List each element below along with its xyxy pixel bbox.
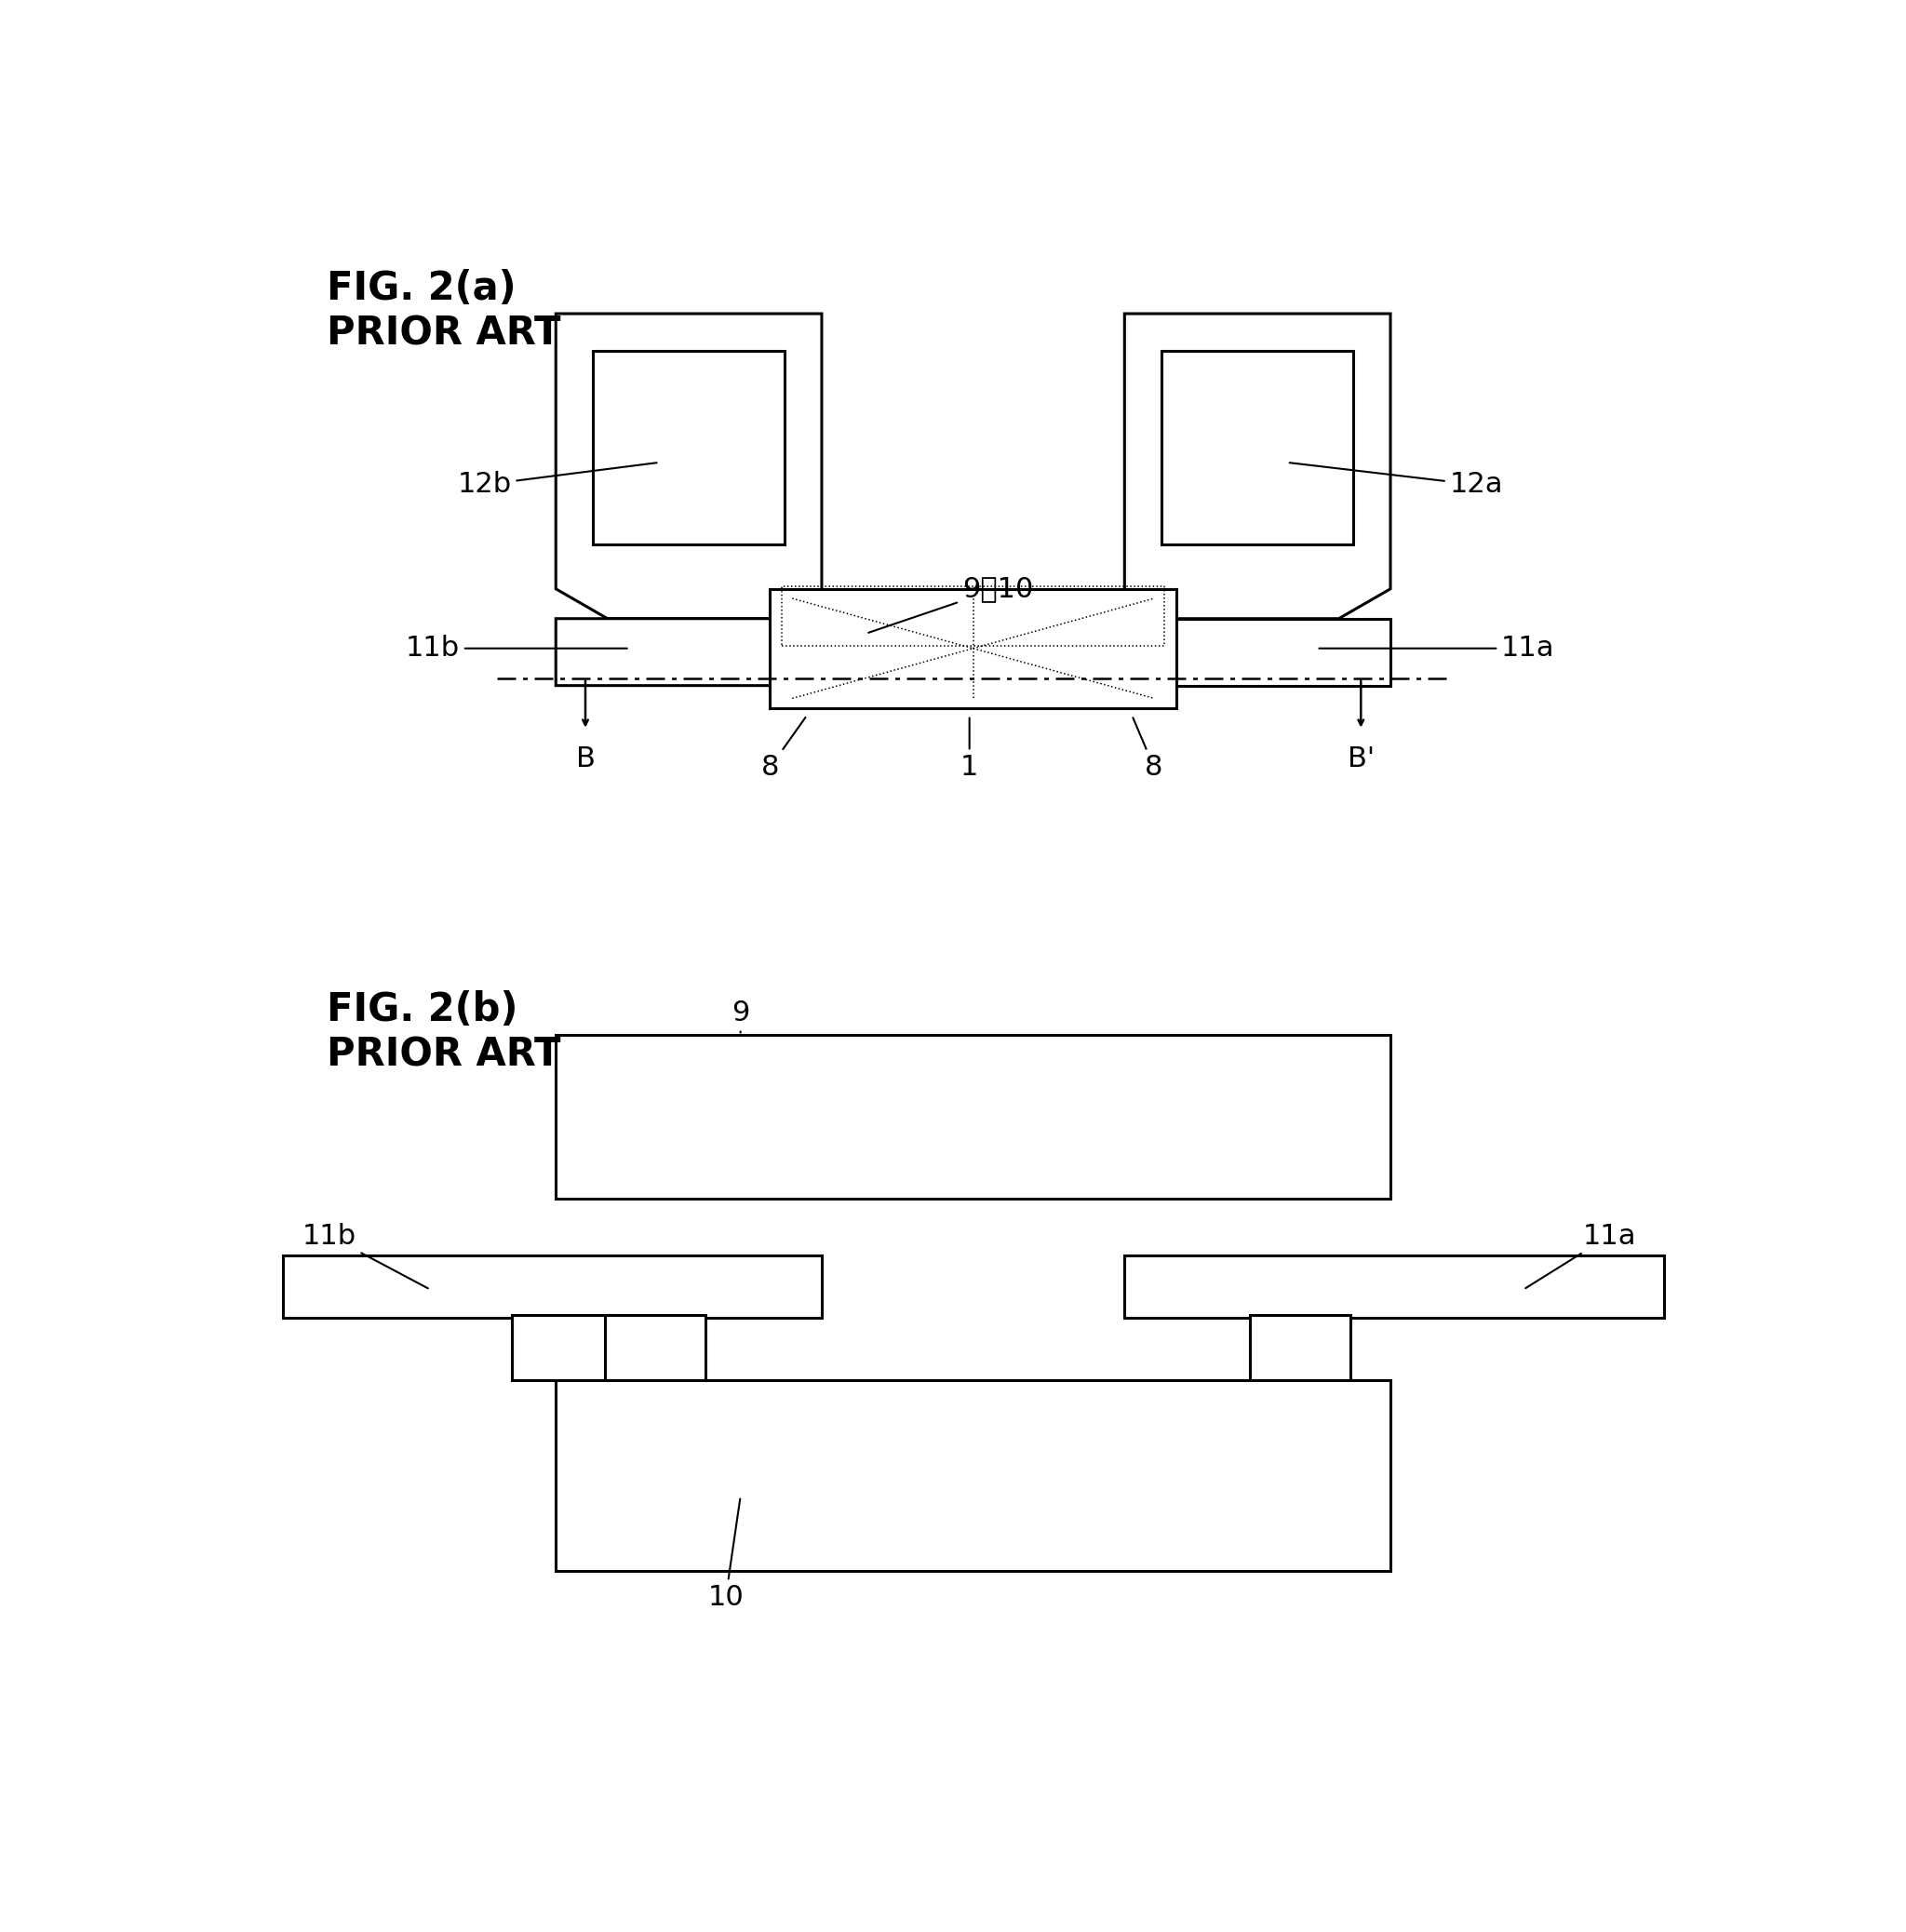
Bar <box>604 1316 705 1379</box>
Polygon shape <box>557 313 821 618</box>
Polygon shape <box>1125 313 1391 618</box>
Text: B': B' <box>1348 746 1374 773</box>
Text: 8: 8 <box>1132 717 1163 781</box>
Text: 9: 9 <box>732 999 749 1032</box>
Text: PRIOR ART: PRIOR ART <box>328 313 560 354</box>
Text: PRIOR ART: PRIOR ART <box>328 1036 560 1074</box>
Text: 12a: 12a <box>1290 464 1504 498</box>
Text: FIG. 2(b): FIG. 2(b) <box>328 991 518 1030</box>
Bar <box>511 1316 612 1379</box>
Text: 8: 8 <box>760 717 806 781</box>
Bar <box>557 1036 1391 1198</box>
Bar <box>770 589 1176 707</box>
Text: 11a: 11a <box>1525 1223 1635 1289</box>
Polygon shape <box>1132 618 1391 686</box>
Text: 9，10: 9，10 <box>869 576 1033 632</box>
Bar <box>1125 1256 1664 1318</box>
Polygon shape <box>557 618 814 686</box>
Bar <box>1161 352 1353 545</box>
Text: 11b: 11b <box>303 1223 429 1289</box>
Text: FIG. 2(a): FIG. 2(a) <box>328 269 517 307</box>
Bar <box>593 352 785 545</box>
Text: 1: 1 <box>961 719 978 781</box>
Text: B: B <box>576 746 595 773</box>
Text: 10: 10 <box>707 1499 743 1611</box>
Bar <box>1250 1316 1351 1379</box>
Text: 11b: 11b <box>406 636 627 663</box>
Bar <box>282 1256 821 1318</box>
Text: 12b: 12b <box>457 464 658 498</box>
Text: 11a: 11a <box>1319 636 1555 663</box>
Bar <box>557 1379 1391 1571</box>
